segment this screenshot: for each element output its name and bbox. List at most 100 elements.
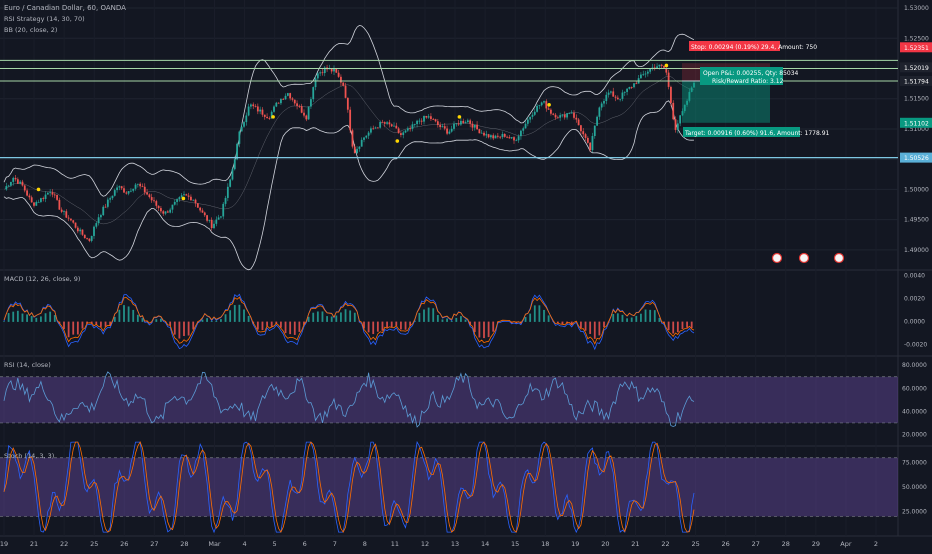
candle-body (647, 72, 649, 74)
candle-body (215, 220, 217, 224)
candle-body (47, 193, 49, 195)
candle-body (631, 87, 633, 88)
candle-body (137, 184, 139, 185)
candle-body (335, 69, 337, 73)
candle-body (538, 105, 540, 106)
candle-body (169, 210, 171, 213)
candle-body (232, 169, 234, 179)
macd-histogram-bar (298, 322, 300, 332)
macd-histogram-bar (266, 322, 268, 326)
candle-body (310, 99, 312, 106)
candle-body (490, 135, 492, 137)
candle-body (146, 192, 148, 194)
event-icon (800, 254, 809, 263)
macd-histogram-bar (155, 319, 157, 322)
time-tick-label: 6 (303, 540, 307, 548)
candle-body (292, 98, 294, 99)
rsi-tick-label: 60.0000 (902, 385, 927, 392)
macd-histogram-bar (478, 322, 480, 338)
time-tick-label: 25 (90, 540, 98, 548)
candle-body (208, 220, 210, 221)
candle-body (612, 91, 614, 96)
macd-pane[interactable] (3, 294, 694, 349)
candle-body (465, 122, 467, 123)
candle-body (675, 119, 677, 130)
macd-histogram-bar (488, 322, 490, 337)
candle-body (118, 186, 120, 187)
candle-body (112, 196, 114, 198)
candle-body (296, 103, 298, 106)
time-tick-label: 2 (874, 540, 878, 548)
macd-histogram-bar (645, 310, 647, 322)
candle-body (430, 116, 432, 119)
macd-histogram-bar (123, 305, 125, 322)
candle-body (139, 184, 141, 186)
candle-body (585, 134, 587, 138)
candle-body (661, 65, 663, 66)
macd-histogram-bar (622, 315, 624, 322)
macd-histogram-bar (77, 322, 79, 335)
macd-histogram-bar (100, 322, 102, 327)
stoch-band (0, 458, 898, 517)
time-tick-label: 25 (691, 540, 699, 548)
macd-histogram-bar (178, 322, 180, 339)
candle-body (273, 107, 275, 112)
candle-body (460, 121, 462, 125)
candle-body (315, 78, 317, 87)
candle-body (220, 216, 222, 217)
candle-body (409, 128, 411, 129)
rsi-band (0, 377, 898, 423)
candle-body (282, 99, 284, 100)
candle-body (142, 186, 144, 187)
signal-dot (547, 103, 551, 107)
candle-body (227, 187, 229, 198)
macd-tick-label: 0.0000 (904, 319, 925, 326)
candle-body (562, 114, 564, 115)
candle-body (82, 230, 84, 235)
rsi-pane[interactable] (0, 372, 898, 427)
candle-body (451, 129, 453, 132)
macd-histogram-bar (215, 321, 217, 322)
macd-histogram-bar (395, 322, 397, 326)
macd-histogram-bar (234, 305, 236, 322)
candle-body (206, 215, 208, 221)
candle-body (151, 197, 153, 200)
time-tick-label: 27 (752, 540, 760, 548)
candle-body (218, 217, 220, 219)
price-pane[interactable]: Stop: 0.00294 (0.19%) 29.4, Amount: 750O… (0, 25, 898, 269)
macd-histogram-bar (22, 314, 24, 322)
macd-histogram-bar (631, 318, 633, 322)
macd-histogram-bar (317, 311, 319, 321)
candle-body (502, 134, 504, 137)
macd-histogram-bar (345, 309, 347, 322)
candle-body (229, 180, 231, 187)
candle-body (534, 112, 536, 115)
candle-body (345, 86, 347, 98)
price-badge-label: 1.50526 (904, 155, 929, 162)
candle-body (545, 101, 547, 108)
macd-histogram-bar (294, 322, 296, 335)
candle-body (425, 116, 427, 118)
candle-body (199, 208, 201, 211)
candle-body (428, 116, 430, 117)
price-badge-label: 1.52351 (904, 45, 929, 52)
candle-body (86, 238, 88, 239)
macd-histogram-bar (257, 322, 259, 330)
candle-body (144, 187, 146, 193)
candle-body (536, 106, 538, 112)
time-tick-label: 21 (30, 540, 38, 548)
candle-body (596, 117, 598, 126)
candle-body (128, 191, 130, 194)
stoch-pane[interactable] (0, 442, 898, 532)
candle-body (58, 200, 60, 210)
macd-histogram-bar (63, 322, 65, 329)
macd-histogram-bar (432, 308, 434, 322)
candle-body (370, 128, 372, 132)
macd-histogram-bar (82, 322, 84, 329)
candle-body (95, 223, 97, 227)
candle-body (135, 185, 137, 189)
candle-body (211, 220, 213, 228)
macd-histogram-bar (672, 322, 674, 334)
